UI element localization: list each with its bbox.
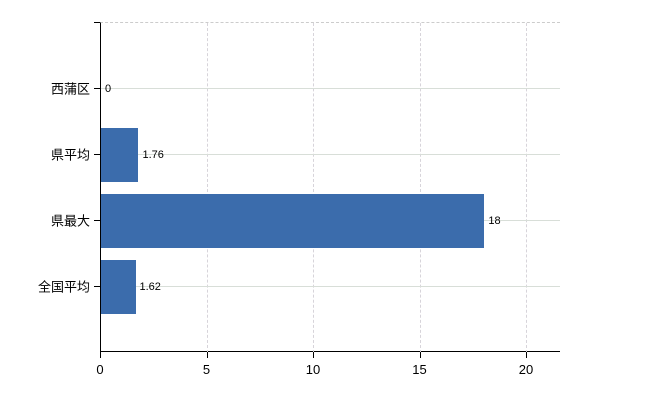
y-axis-tick — [94, 286, 100, 287]
x-gridline — [526, 23, 527, 353]
x-axis-tick — [206, 352, 208, 358]
x-axis-tick — [526, 352, 527, 358]
x-gridline — [206, 23, 208, 353]
y-gridline — [101, 286, 560, 287]
y-gridline — [101, 154, 560, 155]
x-gridline — [419, 23, 421, 353]
bar — [101, 260, 136, 314]
y-axis-tick — [94, 88, 100, 89]
plot-area: 0 1.76 18 1.62 — [100, 22, 560, 353]
y-axis-tick — [94, 154, 100, 155]
value-label: 0 — [105, 83, 112, 95]
x-axis-tick — [419, 352, 421, 358]
x-gridline — [313, 23, 314, 353]
bar — [101, 128, 139, 182]
y-axis-top-tick — [94, 22, 100, 23]
y-gridline — [101, 88, 560, 89]
x-tick-label: 20 — [518, 362, 534, 377]
category-label: 県平均 — [50, 147, 90, 163]
x-tick-label: 15 — [412, 362, 427, 377]
bar — [101, 194, 485, 248]
category-label: 西蒲区 — [50, 81, 90, 97]
value-label: 1.76 — [142, 149, 164, 161]
x-tick-label: 10 — [305, 362, 321, 377]
value-label: 1.62 — [139, 281, 161, 293]
x-tick-label: 5 — [202, 362, 211, 377]
category-label: 全国平均 — [37, 279, 90, 295]
value-label: 18 — [488, 215, 501, 227]
x-axis-tick — [100, 352, 101, 358]
x-axis-tick — [313, 352, 314, 358]
x-tick-label: 0 — [96, 362, 104, 377]
y-axis-tick — [94, 220, 100, 221]
category-label: 県最大 — [50, 213, 90, 229]
